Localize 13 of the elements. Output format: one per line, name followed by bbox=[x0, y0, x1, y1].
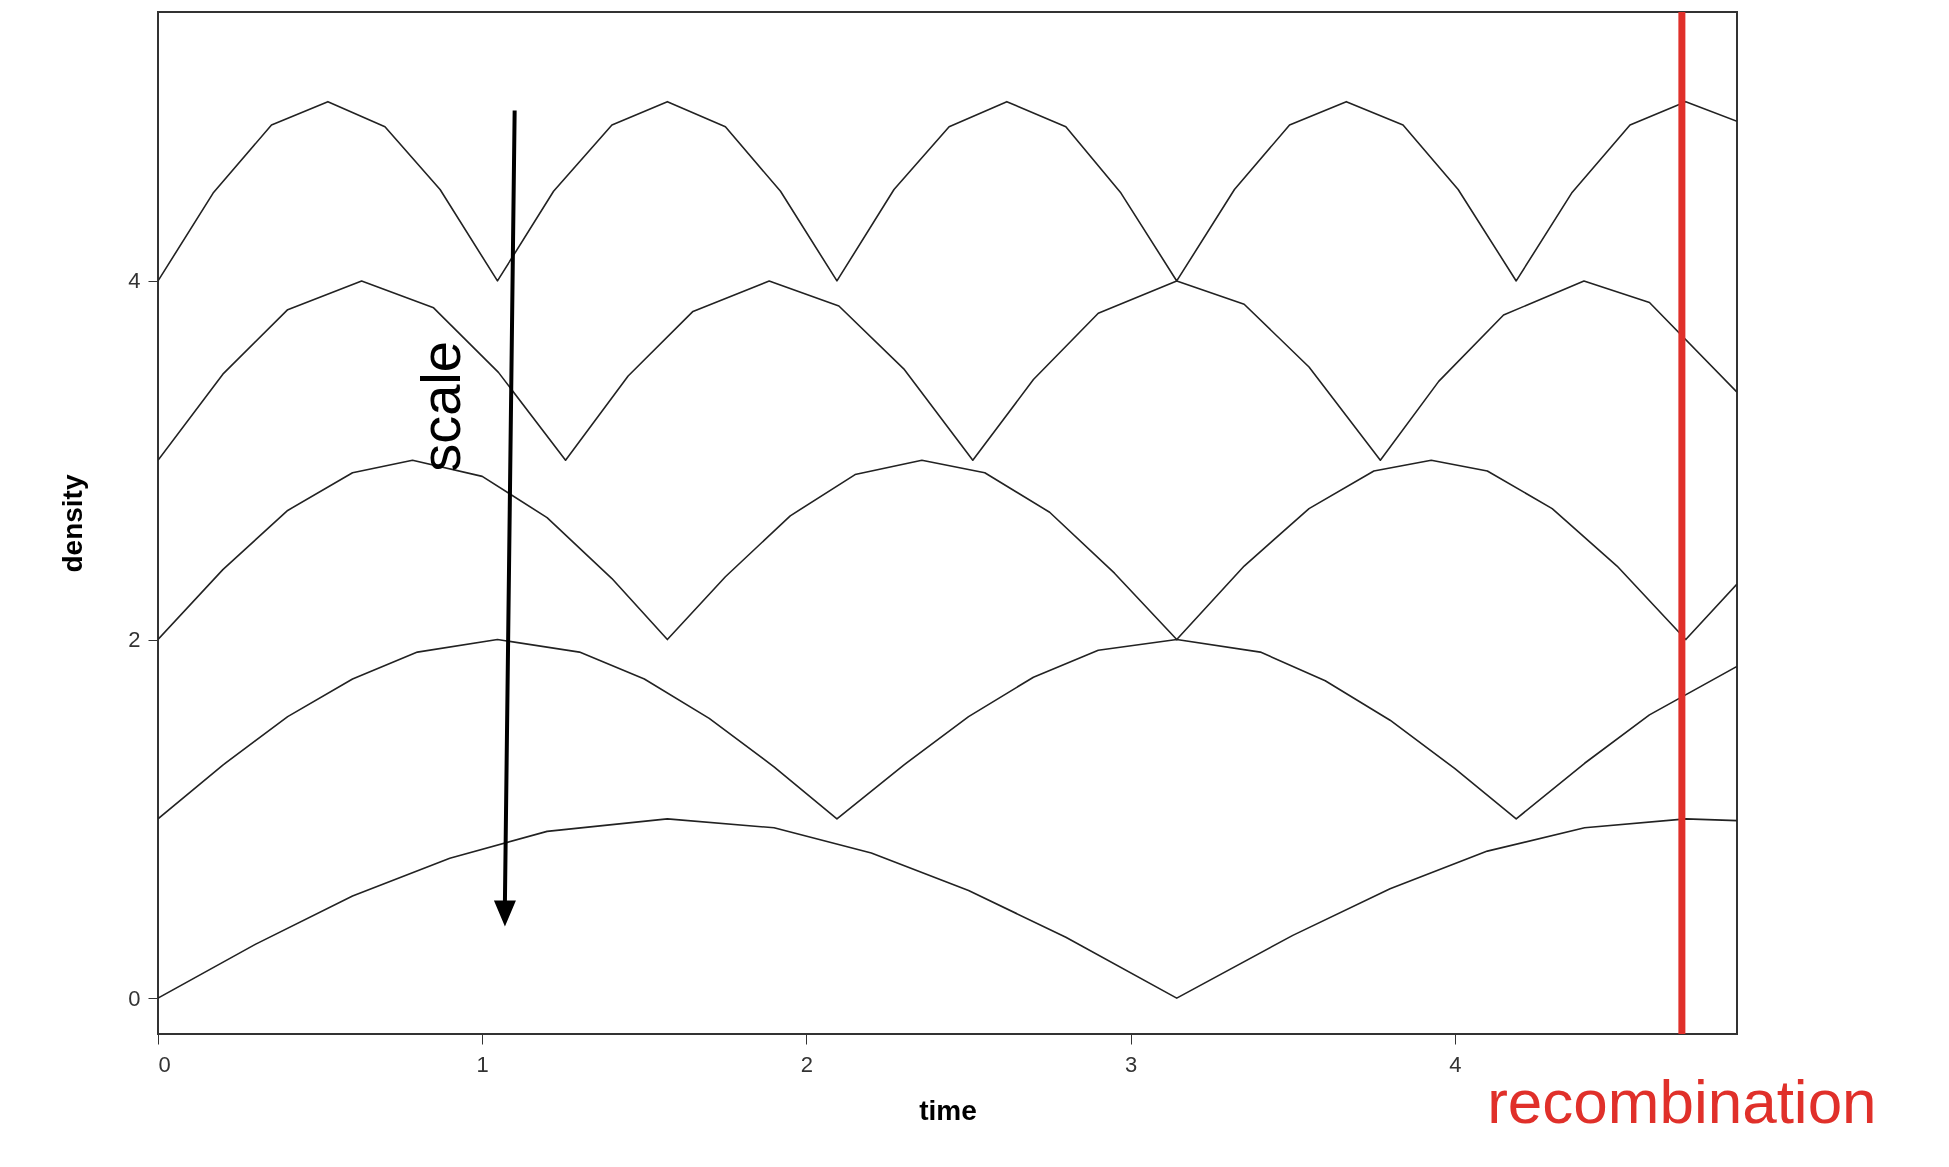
x-axis-title: time bbox=[919, 1094, 977, 1126]
y-tick-label: 2 bbox=[128, 627, 141, 653]
x-tick-label: 1 bbox=[476, 1051, 489, 1077]
x-tick-label: 4 bbox=[1449, 1051, 1462, 1077]
annotation: scale bbox=[409, 341, 473, 472]
x-tick-label: 0 bbox=[158, 1051, 171, 1077]
y-axis-title: density bbox=[57, 474, 89, 573]
line-series bbox=[158, 818, 1737, 999]
y-tick-label: 4 bbox=[128, 268, 141, 294]
ref-line-label: recombination bbox=[1487, 1067, 1877, 1136]
x-tick-label: 3 bbox=[1125, 1051, 1138, 1077]
x-tick-label: 2 bbox=[800, 1051, 814, 1077]
y-tick-label: 0 bbox=[128, 985, 141, 1011]
